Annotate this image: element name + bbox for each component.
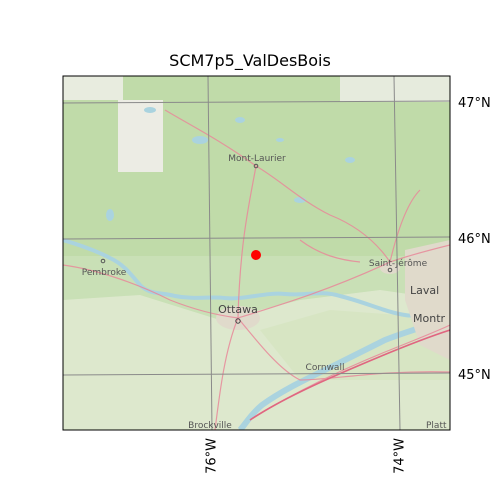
- place-label-platt: Platt: [426, 421, 447, 431]
- lon-tick-74: 74°W: [393, 438, 408, 474]
- station-marker: [251, 250, 261, 260]
- clearing-area: [118, 100, 163, 172]
- place-label-laval: Laval: [410, 284, 439, 297]
- lat-tick-45: 45°N: [458, 368, 491, 383]
- lon-tick-76: 76°W: [205, 438, 220, 474]
- lat-tick-47: 47°N: [458, 96, 491, 111]
- map-title: SCM7p5_ValDesBois: [169, 51, 331, 70]
- place-label-mont-laurier: Mont-Laurier: [228, 154, 286, 164]
- place-label-brockville: Brockville: [188, 421, 232, 431]
- st-lawrence-river: [237, 315, 450, 430]
- lat-tick-46: 46°N: [458, 232, 491, 247]
- gridlines: [63, 76, 450, 430]
- mont-laurier-dot: [253, 163, 259, 169]
- place-label-cornwall: Cornwall: [306, 363, 345, 373]
- ottawa-river: [63, 238, 450, 318]
- place-label-ottawa: Ottawa: [218, 303, 258, 316]
- place-label-pembroke: Pembroke: [82, 268, 127, 278]
- place-label-montreal: Montr: [413, 312, 446, 325]
- place-label-saint-jerome: Saint-Jérôme: [369, 258, 428, 269]
- map-frame: [62, 75, 451, 431]
